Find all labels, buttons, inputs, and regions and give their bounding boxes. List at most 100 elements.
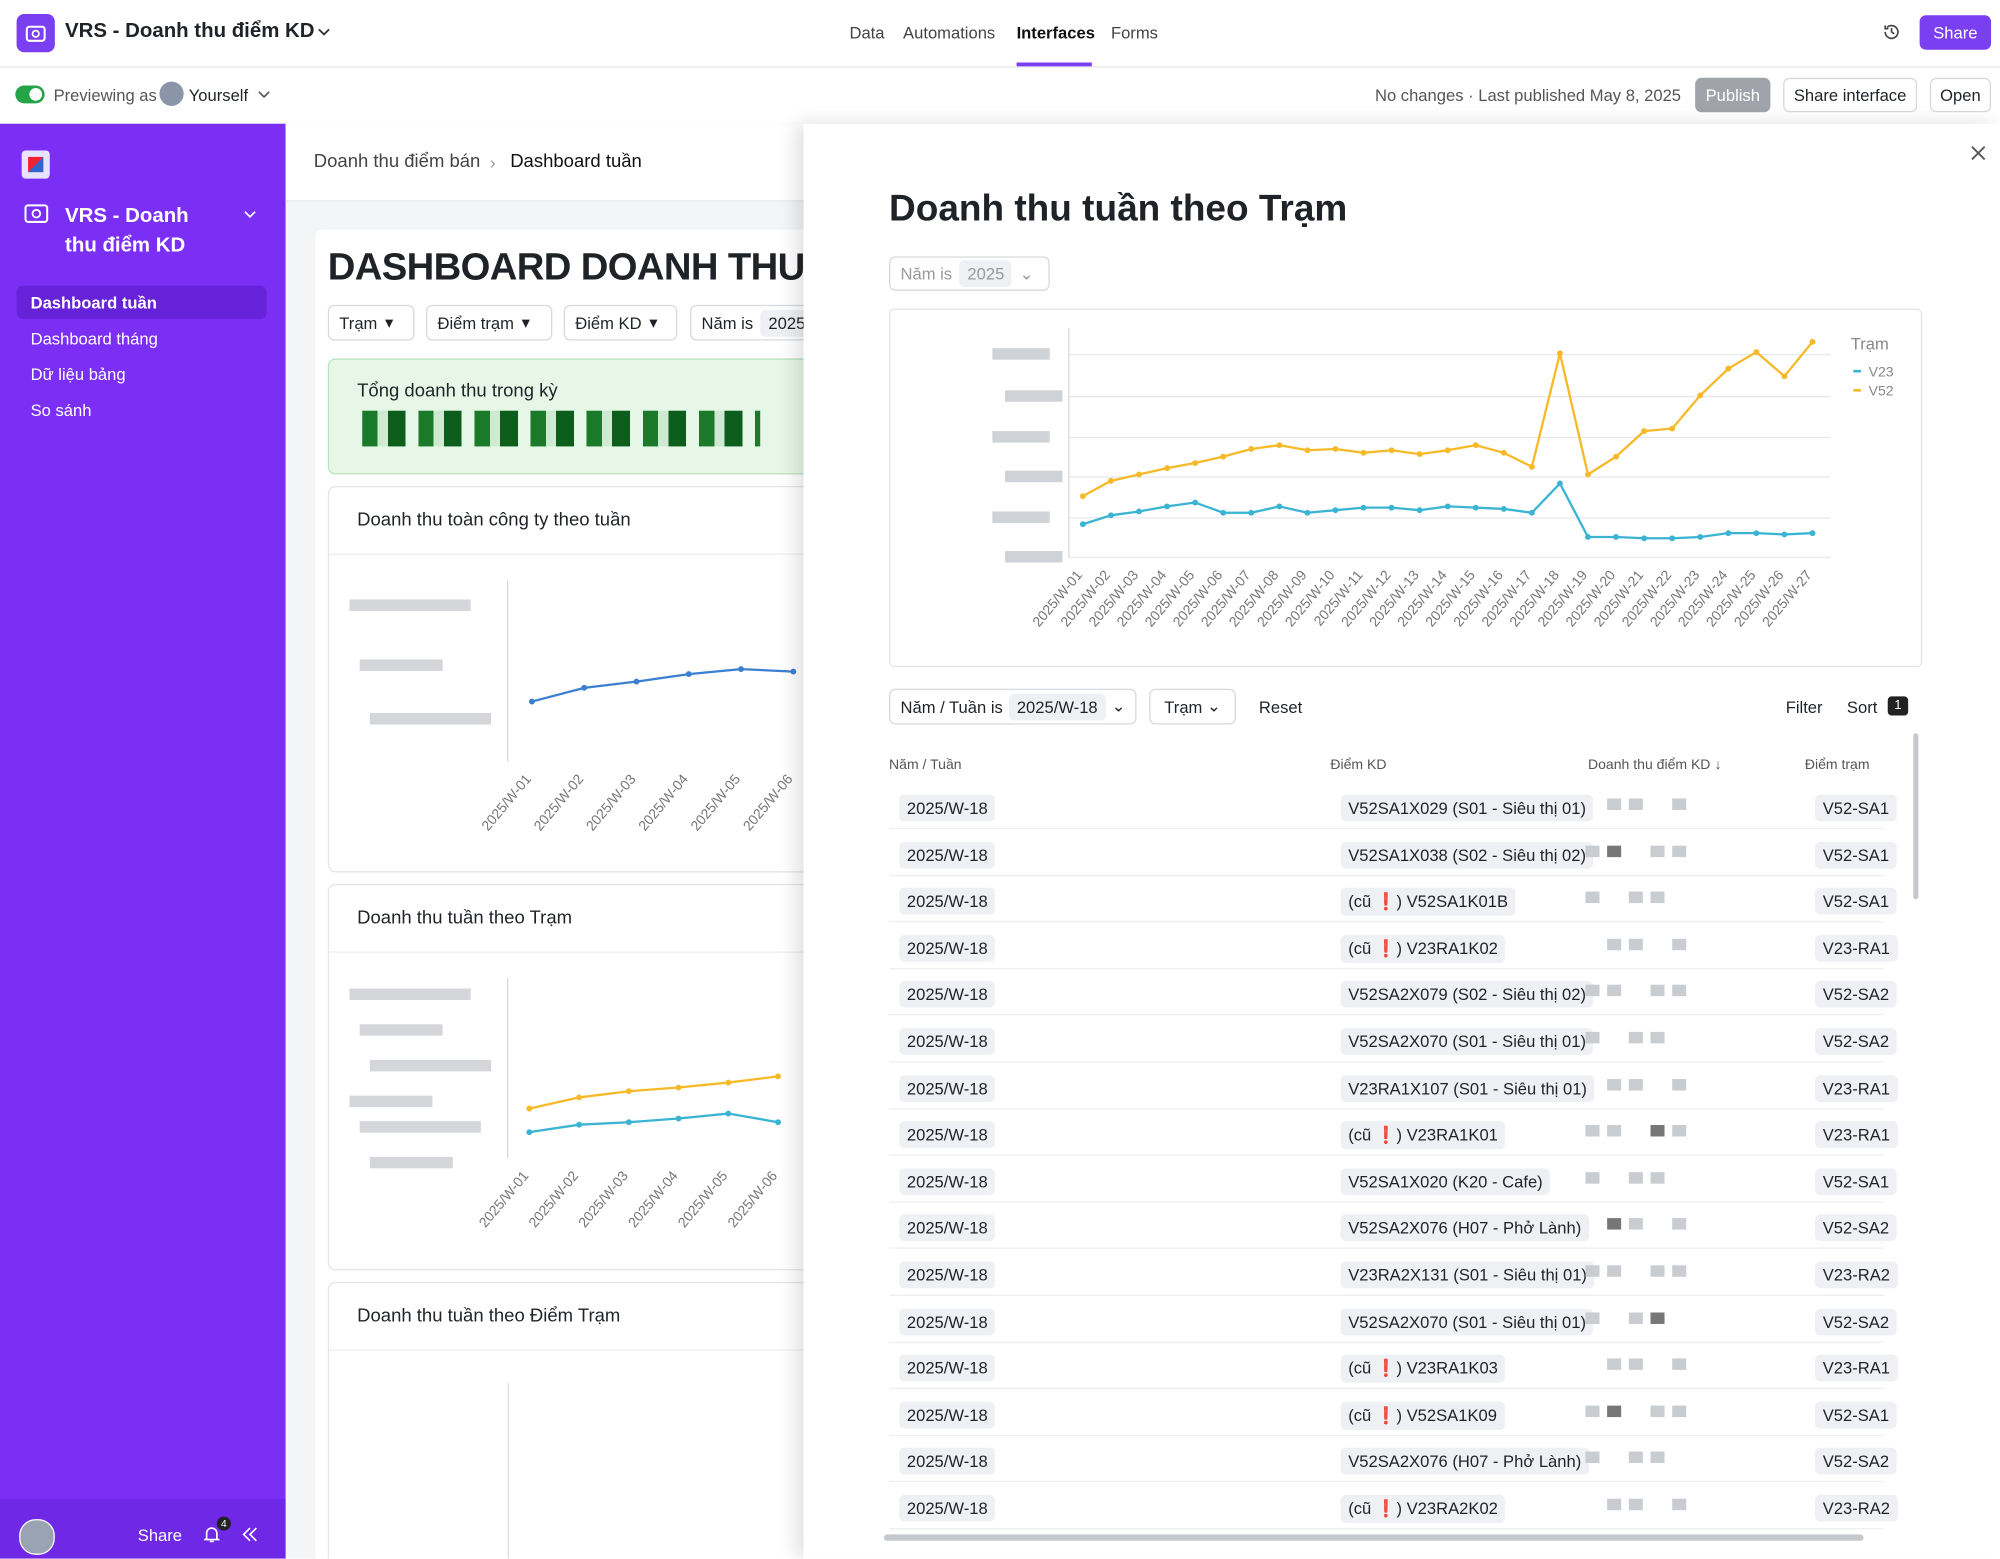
data-point xyxy=(725,1079,732,1086)
blurred-tick-label xyxy=(369,1156,453,1169)
open-button[interactable]: Open xyxy=(1929,77,1992,113)
legend-label: V23 xyxy=(1869,363,1894,379)
sort-button[interactable]: Sort xyxy=(1846,697,1878,717)
data-point xyxy=(1304,509,1311,516)
data-point xyxy=(1220,509,1227,516)
preview-user[interactable]: Yourself xyxy=(188,85,249,105)
user-avatar[interactable] xyxy=(19,1519,55,1555)
chevron xyxy=(258,91,270,99)
row-divider xyxy=(889,1341,1884,1343)
blurred-revenue xyxy=(1650,1265,1665,1277)
history-icon[interactable] xyxy=(1881,22,1901,42)
blurred-tick-label xyxy=(369,713,492,725)
dashboard-heading: DASHBOARD DOANH THU T xyxy=(327,246,838,289)
x-tick-label: 2025/W-01 xyxy=(475,1168,531,1231)
week-filter[interactable]: Năm / Tuần is 2025/W-18 ⌄ xyxy=(889,688,1137,725)
active-page-bg xyxy=(16,285,267,319)
blurred-tick-label xyxy=(369,1059,492,1072)
bell-icon[interactable] xyxy=(202,1524,222,1544)
year-filter[interactable]: Năm is 2025 ⌄ xyxy=(889,256,1050,291)
avatar xyxy=(159,81,184,106)
toggle[interactable] xyxy=(15,85,45,104)
filter-label: Năm is xyxy=(900,264,953,284)
cell-chip: V23-RA1 xyxy=(1815,1354,1898,1382)
data-point xyxy=(1613,453,1619,460)
app-icon[interactable] xyxy=(16,14,55,53)
sidebar-title[interactable]: VRS - Doanh thu điểm KD xyxy=(65,205,189,257)
blurred-revenue xyxy=(1628,1171,1643,1184)
data-point xyxy=(1669,425,1676,432)
data-point xyxy=(775,1119,781,1126)
filter-dropdown[interactable]: Trạm ▾ xyxy=(327,304,415,341)
station-filter[interactable]: Trạm ⌄ xyxy=(1149,688,1236,725)
cell-chip: 2025/W-18 xyxy=(899,1074,996,1102)
sidebar-page[interactable]: So sánh xyxy=(30,400,92,420)
data-point xyxy=(1809,530,1816,537)
chevron xyxy=(244,211,256,219)
nav-tab[interactable]: Automations xyxy=(903,22,996,43)
sidebar-page[interactable]: Dashboard tuần xyxy=(30,293,157,313)
blurred-tick-label xyxy=(359,659,443,671)
app-title[interactable]: VRS - Doanh thu điểm KD xyxy=(65,20,315,43)
sidebar-share[interactable]: Share xyxy=(137,1525,183,1545)
blurred-revenue xyxy=(1607,1405,1622,1417)
cell-chip: V52-SA1 xyxy=(1815,1168,1897,1195)
data-point xyxy=(1248,509,1255,516)
column-header: Điểm trạm xyxy=(1804,757,1870,773)
blurred-revenue xyxy=(1650,1031,1665,1044)
filter-button[interactable]: Filter xyxy=(1785,697,1823,717)
blurred-revenue xyxy=(1672,1405,1687,1417)
data-point xyxy=(576,1094,583,1101)
blurred-revenue xyxy=(1650,891,1665,904)
share-interface-button[interactable]: Share interface xyxy=(1783,77,1918,113)
share-button[interactable]: Share xyxy=(1919,15,1992,50)
filter-dropdown[interactable]: Điểm trạm ▾ xyxy=(426,304,553,341)
preview-bar: Previewing as Yourself No changes · Last… xyxy=(0,68,2000,125)
blurred-revenue xyxy=(1607,1218,1622,1231)
cell-chip: V23-RA1 xyxy=(1815,1074,1898,1102)
x-tick-label: 2025/W-06 xyxy=(739,771,795,834)
blurred-revenue xyxy=(1585,1311,1600,1324)
data-point xyxy=(1388,447,1395,454)
reset-button[interactable]: Reset xyxy=(1258,697,1303,717)
cell-chip: 2025/W-18 xyxy=(899,981,996,1009)
cell-chip: V52-SA2 xyxy=(1815,1214,1897,1242)
data-point xyxy=(1360,449,1367,456)
close-button[interactable] xyxy=(1969,144,1987,162)
blurred-revenue xyxy=(1628,891,1643,904)
row-divider xyxy=(889,1201,1884,1203)
data-point xyxy=(1557,480,1563,487)
filter-dropdown[interactable]: Điểm KD ▾ xyxy=(563,304,678,341)
panel-title: Doanh thu tuần theo Trạm xyxy=(889,188,1348,230)
collapse-icon[interactable] xyxy=(241,1527,259,1542)
blurred-revenue xyxy=(1607,845,1622,857)
blurred-revenue xyxy=(1585,1171,1600,1184)
breadcrumb[interactable]: Doanh thu điểm bán xyxy=(313,151,481,173)
sidebar-page[interactable]: Dữ liệu bảng xyxy=(30,364,126,384)
publish-button[interactable]: Publish xyxy=(1695,77,1771,113)
nav-tab[interactable]: Forms xyxy=(1110,22,1158,43)
data-point xyxy=(1332,507,1339,514)
detail-panel: Doanh thu tuần theo Trạm Năm is 2025 ⌄ 202… xyxy=(803,123,2000,1559)
x-tick-label: 2025/W-05 xyxy=(674,1168,730,1231)
data-point xyxy=(1781,531,1788,538)
x-tick-label: 2025/W-03 xyxy=(583,771,639,834)
cell-chip: (cũ ❗) V23RA1K01 xyxy=(1340,1121,1506,1150)
blurred-revenue xyxy=(1628,1498,1643,1511)
blurred-revenue xyxy=(1650,845,1665,857)
blurred-tick-label xyxy=(349,988,471,1000)
data-point xyxy=(526,1105,533,1112)
data-point xyxy=(1557,350,1563,357)
nav-tab[interactable]: Interfaces xyxy=(1016,22,1095,43)
blurred-revenue xyxy=(1607,1498,1622,1511)
data-point xyxy=(1641,535,1648,542)
data-point xyxy=(1528,509,1535,516)
data-point xyxy=(1585,471,1591,478)
sort-count: 1 xyxy=(1887,696,1909,716)
nav-tab[interactable]: Data xyxy=(849,22,885,43)
data-point xyxy=(1781,373,1788,380)
sidebar-page[interactable]: Dashboard tháng xyxy=(30,329,158,349)
data-point xyxy=(725,1110,732,1117)
row-divider xyxy=(889,1294,1884,1296)
data-point xyxy=(1108,477,1114,484)
